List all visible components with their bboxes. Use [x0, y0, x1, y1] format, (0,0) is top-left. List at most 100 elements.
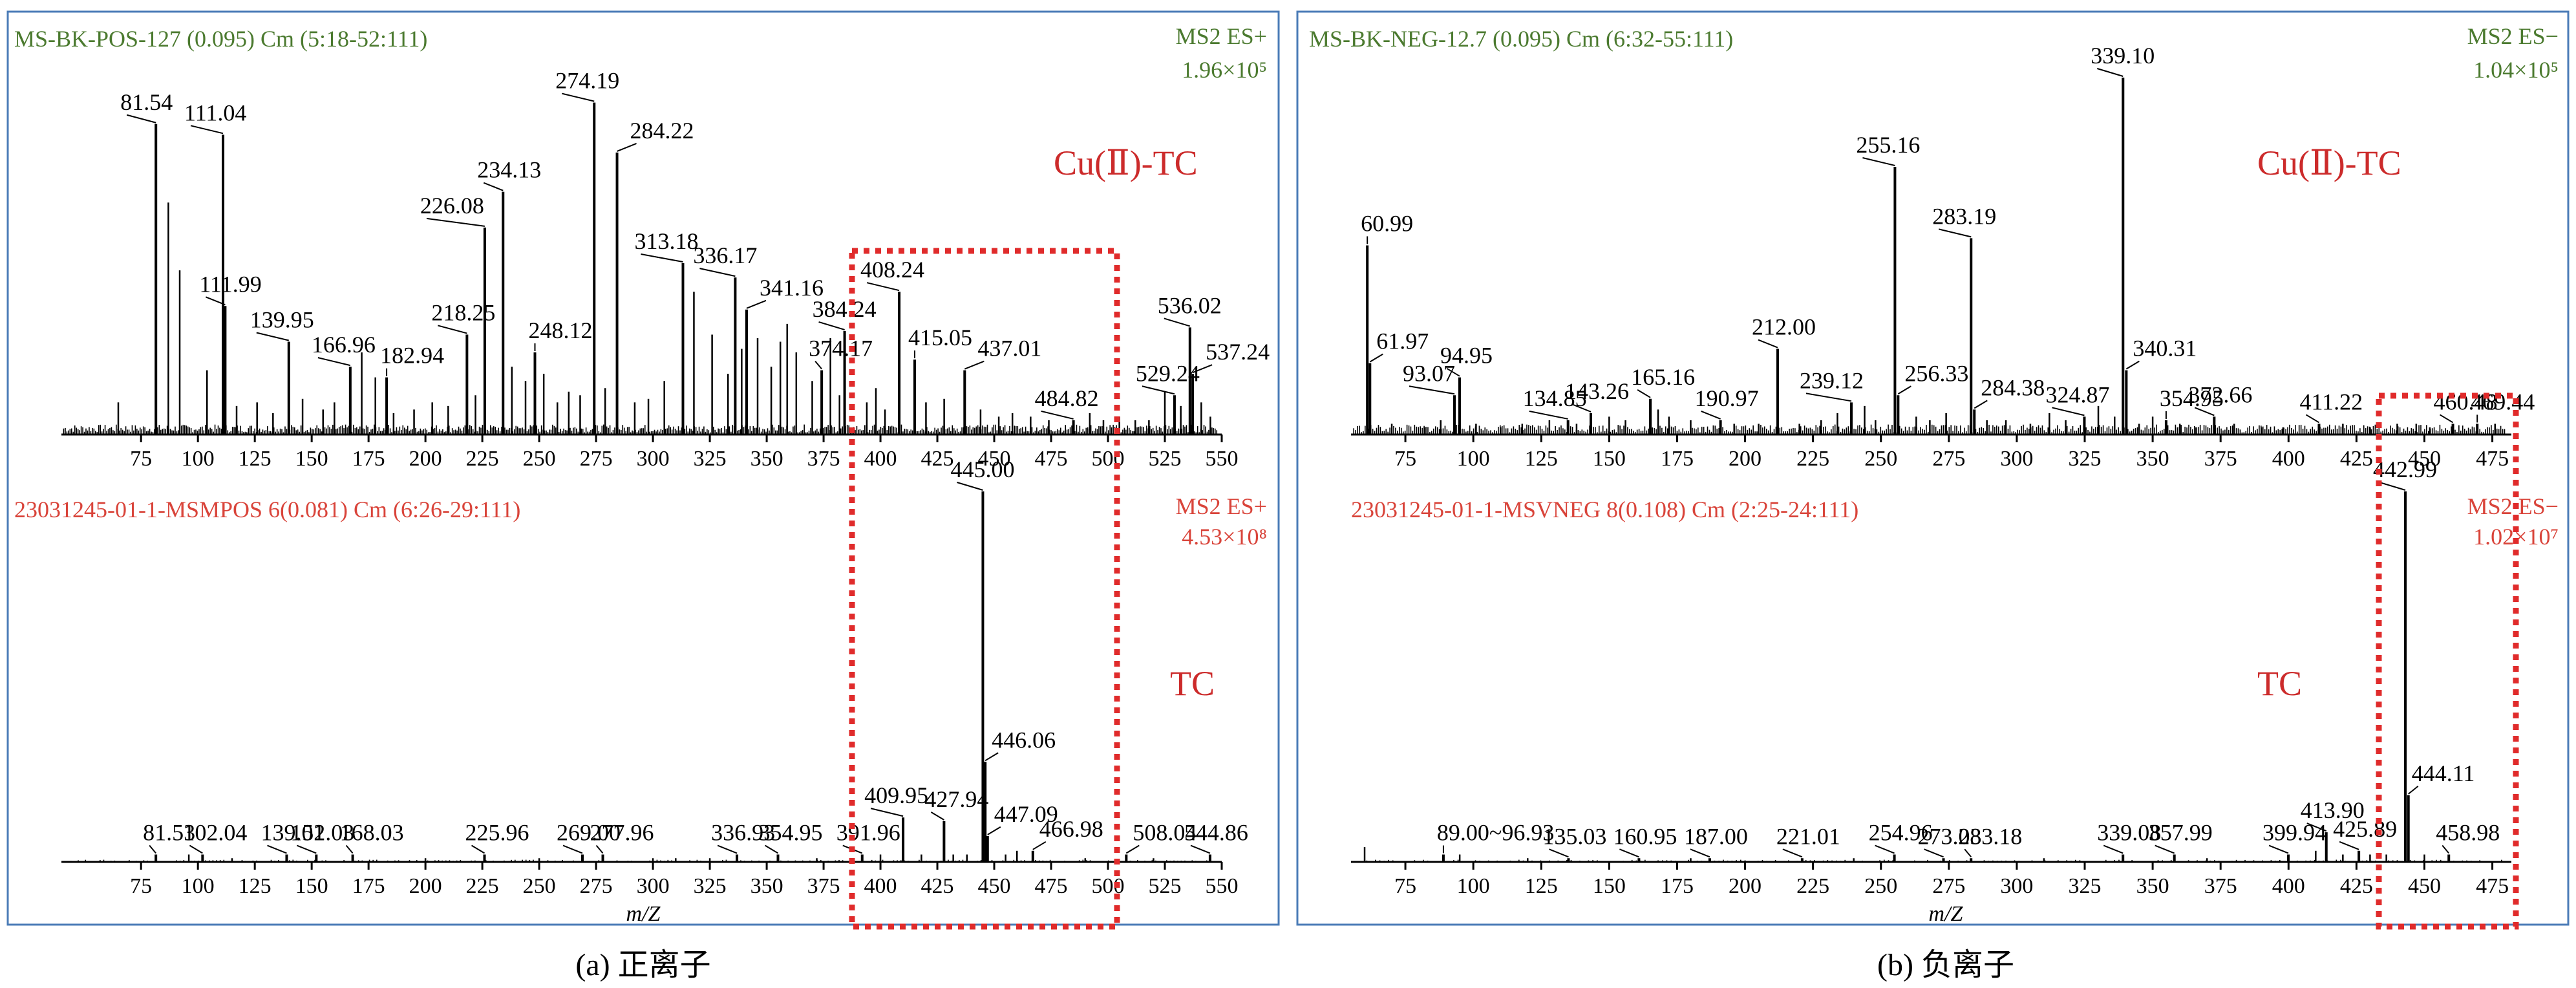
peak-label: 336.17: [693, 242, 757, 268]
x-tick-label: 425: [921, 447, 954, 471]
x-tick-label: 450: [2408, 447, 2441, 471]
peak-label: 391.96: [836, 820, 900, 846]
peak-label: 226.08: [420, 193, 484, 219]
peak-label: 283.19: [1932, 203, 1996, 229]
peak-leader: [1369, 353, 1383, 363]
peak-label: 143.26: [1565, 378, 1629, 404]
x-tick-label: 150: [1593, 874, 1626, 898]
peak-leader: [1875, 844, 1895, 854]
peak-label: 324.87: [2045, 381, 2109, 407]
peak-leader: [814, 360, 822, 370]
peak-leader: [717, 844, 738, 854]
peak-label: 536.02: [1158, 292, 1222, 318]
panel-b-top-title: MS-BK-NEG-12.7 (0.095) Cm (6:32-55:111): [1309, 26, 1733, 52]
x-tick-label: 300: [2000, 447, 2033, 471]
x-tick-label: 100: [182, 447, 215, 471]
x-tick-label: 275: [580, 874, 613, 898]
x-tick-label: 350: [750, 447, 783, 471]
x-tick-label: 125: [239, 874, 271, 898]
peak-label: 269.00: [557, 820, 621, 846]
peak-label: 341.16: [760, 275, 824, 301]
x-tick-label: 325: [2069, 447, 2102, 471]
peak-label: 274.19: [555, 68, 619, 94]
peak-label: 339.10: [2091, 43, 2155, 69]
peak-label: 273.03: [1918, 823, 1982, 849]
peak-label: 425.89: [2333, 816, 2397, 842]
peak-label: 111.04: [184, 100, 246, 125]
x-tick-label: 225: [466, 447, 499, 471]
peak-label: 254.96: [1869, 820, 1933, 846]
x-tick-label: 475: [2476, 874, 2509, 898]
peak-leader: [562, 92, 595, 102]
peak-label: 102.04: [183, 820, 247, 846]
peak-label: 256.33: [1904, 360, 1968, 386]
peak-label: 408.24: [860, 257, 924, 283]
peak-leader: [2306, 822, 2327, 832]
peak-label: 284.38: [1981, 374, 2045, 400]
peak-label: 134.85: [1523, 385, 1587, 411]
peak-label: 221.01: [1776, 823, 1840, 849]
x-tick-label: 300: [637, 874, 670, 898]
peak-label: 384.24: [813, 296, 877, 322]
peak-label: 60.99: [1361, 210, 1413, 236]
peak-leader: [1758, 339, 1778, 349]
peak-label: 212.00: [1752, 314, 1816, 340]
peak-leader: [866, 282, 900, 292]
x-tick-label: 375: [2204, 874, 2237, 898]
x-tick-label: 125: [239, 447, 271, 471]
peak-label: 284.22: [630, 118, 694, 144]
peak-leader: [987, 826, 1001, 835]
x-tick-label: 450: [2408, 874, 2441, 898]
peak-label: 415.05: [908, 325, 972, 350]
peak-leader: [957, 482, 983, 491]
peak-leader: [1619, 848, 1639, 858]
peak-label: 411.22: [2299, 389, 2363, 414]
peak-label: 444.11: [2412, 760, 2475, 786]
x-tick-label: 300: [637, 447, 670, 471]
peak-label: 255.16: [1856, 132, 1920, 158]
peak-label: 447.09: [994, 801, 1058, 827]
peak-leader: [595, 844, 604, 854]
peak-leader: [438, 325, 467, 334]
x-tick-label: 225: [466, 874, 499, 898]
x-tick-label: 150: [295, 447, 328, 471]
panel-a-highlight-box: [849, 248, 1120, 930]
peak-label: 248.12: [529, 317, 593, 343]
peak-leader: [1974, 400, 1988, 409]
peak-label: 135.03: [1542, 823, 1606, 849]
x-tick-label: 475: [2476, 447, 2509, 471]
x-tick-label: 200: [1729, 874, 1762, 898]
peak-leader: [483, 182, 504, 191]
panel-a-top-compound: Cu(Ⅱ)-TC: [1054, 144, 1198, 182]
x-tick-label: 375: [807, 874, 840, 898]
x-tick-label: 250: [523, 447, 556, 471]
peak-label: 166.96: [312, 332, 376, 358]
caption-a: (a) 正离子: [575, 948, 710, 982]
x-tick-label: 325: [2069, 874, 2102, 898]
peak-label: 458.98: [2436, 820, 2500, 846]
x-tick-label: 325: [694, 447, 727, 471]
x-tick-label: 125: [1525, 874, 1558, 898]
peak-label: 466.98: [1039, 816, 1103, 842]
peak-leader: [1571, 403, 1591, 413]
peak-leader: [2408, 786, 2419, 795]
peak-leader: [641, 253, 683, 263]
peak-label: 339.08: [2097, 820, 2161, 846]
x-tick-label: 350: [2136, 874, 2169, 898]
peak-leader: [2379, 482, 2406, 491]
x-tick-label: 250: [1864, 874, 1897, 898]
peak-leader: [1142, 385, 1175, 395]
peak-label: 446.06: [992, 727, 1056, 753]
x-tick-label: 100: [182, 874, 215, 898]
x-tick-label: 100: [1457, 447, 1490, 471]
x-tick-label: 425: [2340, 447, 2373, 471]
peak-leader: [1446, 367, 1460, 377]
x-tick-label: 400: [2272, 447, 2305, 471]
peak-label: 277.96: [590, 820, 654, 846]
peak-leader: [126, 114, 156, 124]
peak-label: 354.95: [759, 820, 823, 846]
x-tick-label: 150: [295, 874, 328, 898]
peak-leader: [256, 332, 290, 341]
